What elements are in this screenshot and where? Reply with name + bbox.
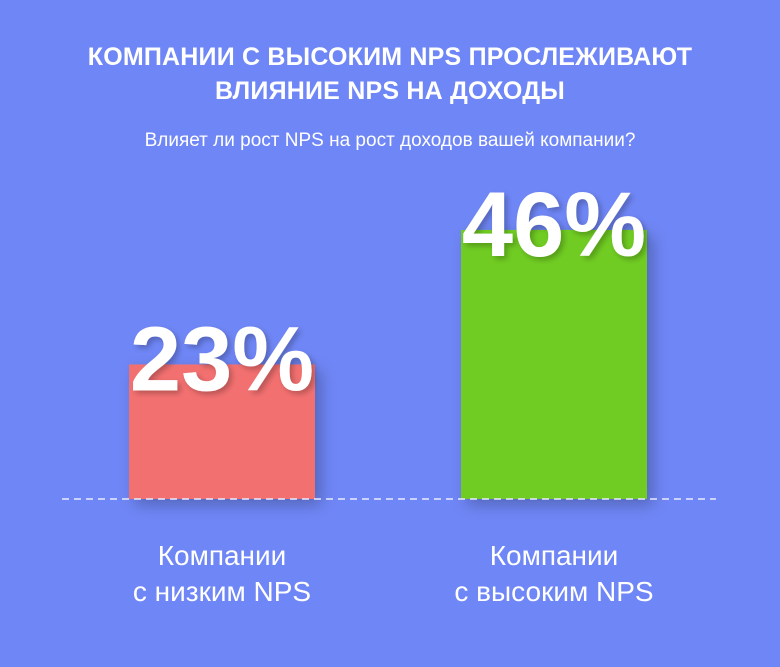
chart-title-line-1: КОМПАНИИ С ВЫСОКИМ NPS ПРОСЛЕЖИВАЮТ [87,43,693,71]
category-label-low-line-2: с низким NPS [132,576,312,607]
bar-low-nps [129,364,315,499]
bar-high-nps [461,229,647,499]
chart-title: КОМПАНИИ С ВЫСОКИМ NPS ПРОСЛЕЖИВАЮТ ВЛИЯ… [0,40,780,108]
category-label-low-nps: Компании с низким NPS [72,538,372,610]
data-labels: 23% 46% [130,174,646,411]
chart-title-line-2: ВЛИЯНИЕ NPS НА ДОХОДЫ [215,77,565,105]
data-label-low-nps: 23% [130,308,314,410]
category-label-high-nps: Компании с высоким NPS [404,538,704,610]
category-label-high-line-2: с высоким NPS [454,576,654,607]
chart-subtitle: Влияет ли рост NPS на рост доходов вашей… [144,130,636,151]
category-label-low-line-1: Компании [157,540,287,571]
data-label-high-nps: 46% [462,174,646,276]
bars [129,229,647,499]
category-label-high-line-1: Компании [489,540,619,571]
